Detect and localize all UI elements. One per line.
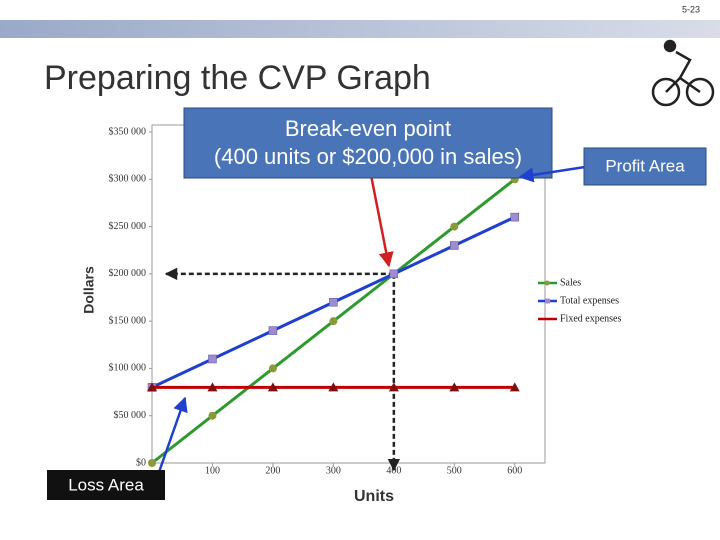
y-tick-label: $200 000 bbox=[109, 268, 147, 279]
marker bbox=[207, 382, 218, 392]
marker bbox=[450, 222, 459, 231]
marker bbox=[208, 411, 217, 420]
cyclist-icon bbox=[651, 39, 715, 107]
callout-box bbox=[583, 147, 707, 186]
legend-marker bbox=[545, 298, 550, 304]
marker bbox=[510, 212, 520, 222]
legend-label: Sales bbox=[560, 277, 581, 288]
marker bbox=[449, 382, 460, 392]
marker bbox=[509, 382, 520, 392]
marker bbox=[208, 354, 217, 364]
x-tick-label: 500 bbox=[447, 465, 462, 476]
legend-label: Fixed expenses bbox=[560, 313, 621, 324]
y-tick-label: $150 000 bbox=[109, 315, 147, 326]
marker bbox=[267, 382, 278, 392]
callout-text: Break-even point bbox=[285, 116, 451, 141]
marker bbox=[389, 269, 399, 279]
x-tick-label: 100 bbox=[205, 465, 220, 476]
marker bbox=[388, 382, 399, 392]
y-tick-label: $100 000 bbox=[109, 363, 147, 374]
marker bbox=[328, 382, 339, 392]
callout-arrow bbox=[156, 396, 188, 476]
marker bbox=[147, 382, 157, 392]
slide-title: Preparing the CVP Graph bbox=[44, 59, 431, 97]
callout-arrow bbox=[368, 169, 394, 268]
x-axis-label: Units bbox=[354, 488, 394, 505]
marker bbox=[268, 364, 277, 373]
marker bbox=[329, 317, 338, 326]
y-tick-label: $350 000 bbox=[109, 126, 147, 137]
callout-text: Loss Area bbox=[68, 475, 144, 494]
y-tick-label: $250 000 bbox=[109, 221, 147, 232]
marker bbox=[268, 326, 278, 335]
y-tick-label: $50 000 bbox=[114, 410, 147, 421]
header-bar bbox=[0, 20, 720, 38]
marker bbox=[148, 459, 156, 467]
x-tick-label: 300 bbox=[326, 465, 341, 476]
callout-text: Profit Area bbox=[605, 156, 685, 175]
page-number: 5-23 bbox=[682, 4, 700, 14]
y-tick-label: $0 bbox=[136, 457, 146, 468]
callout-arrow bbox=[518, 165, 586, 183]
marker bbox=[329, 297, 338, 307]
x-tick-label: 600 bbox=[507, 465, 522, 476]
callout-text: (400 units or $200,000 in sales) bbox=[214, 144, 522, 169]
marker bbox=[450, 241, 459, 250]
legend-marker bbox=[544, 280, 550, 286]
y-axis-label: Dollars bbox=[81, 266, 97, 314]
callout-box bbox=[183, 107, 553, 179]
legend-label: Total expenses bbox=[560, 295, 619, 306]
callout-box bbox=[47, 470, 165, 500]
y-tick-label: $300 000 bbox=[109, 174, 147, 185]
x-tick-label: 200 bbox=[265, 465, 280, 476]
